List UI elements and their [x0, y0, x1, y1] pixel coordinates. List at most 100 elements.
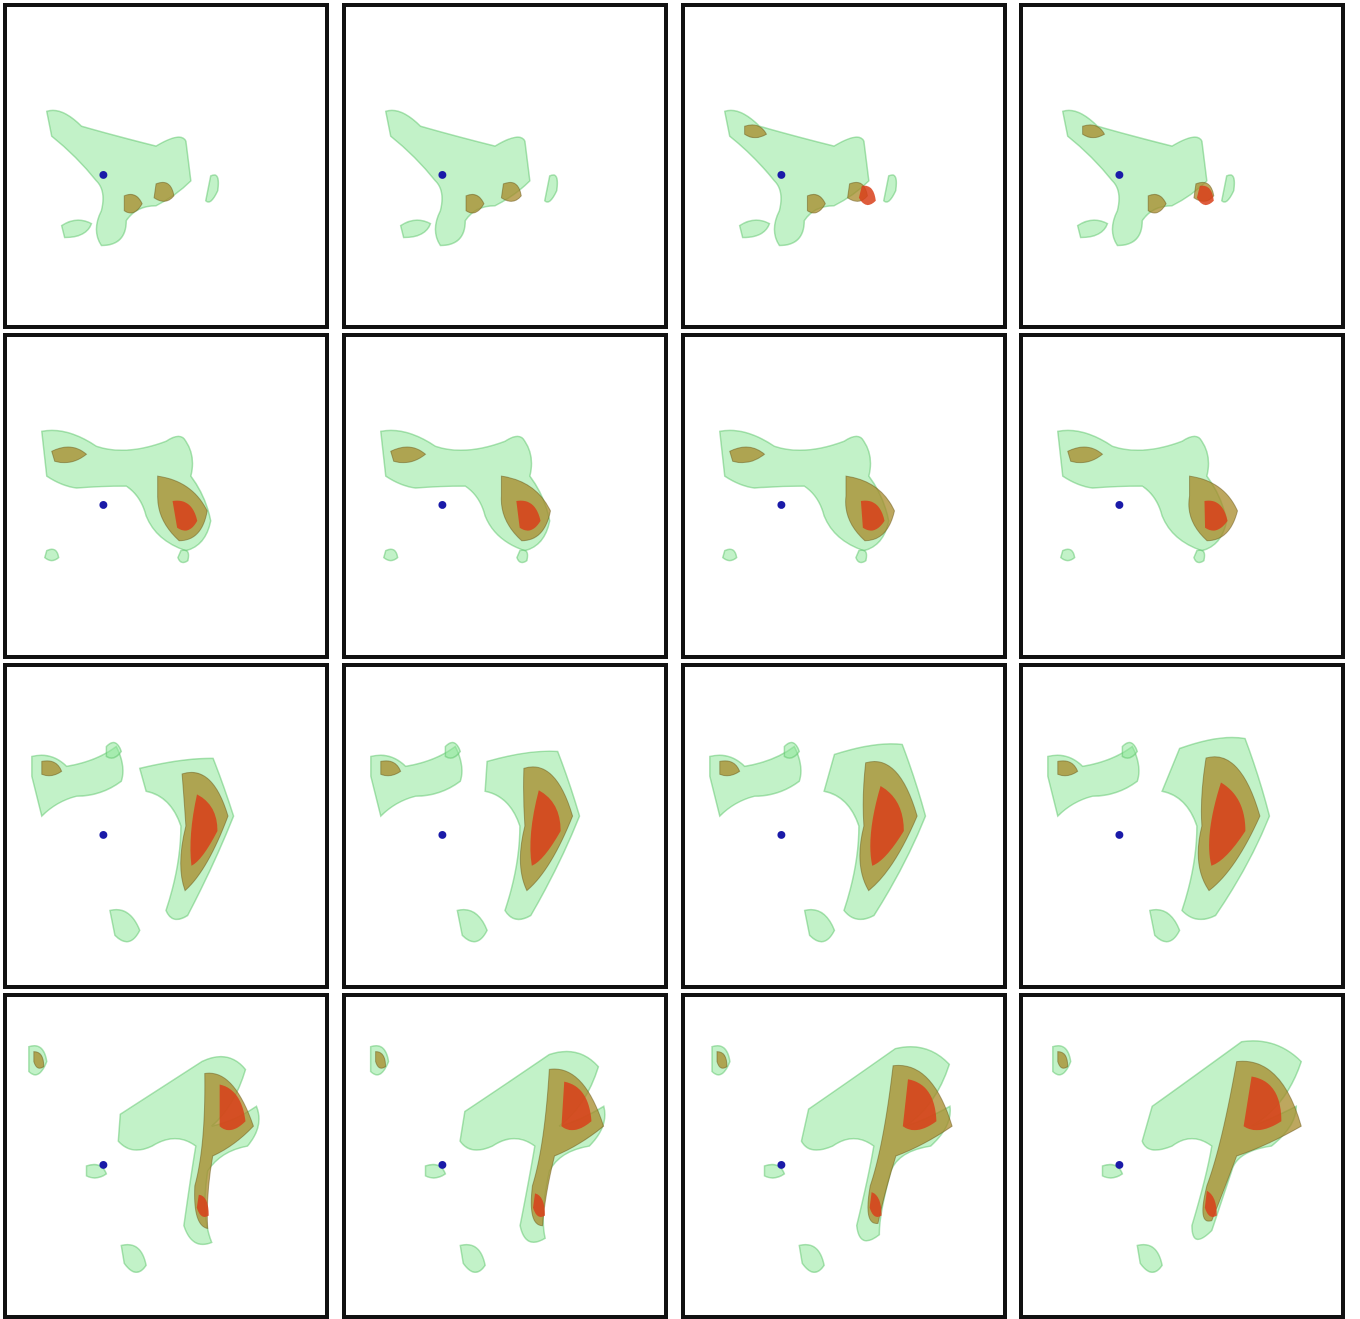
isosurface-render [1047, 736, 1271, 943]
reference-point-marker [438, 500, 447, 509]
inner-isosurface-region [516, 500, 541, 531]
mid-isosurface-region [123, 193, 143, 214]
outer-isosurface-region [721, 548, 738, 562]
mid-isosurface-region [1082, 124, 1106, 139]
outer-isosurface-region [1148, 908, 1181, 943]
mid-isosurface-region [1067, 446, 1104, 464]
outer-isosurface-region [1220, 174, 1236, 203]
inner-isosurface-region [860, 500, 885, 531]
inner-isosurface-region [1196, 185, 1214, 206]
inner-isosurface-region [858, 185, 876, 206]
reference-point-marker [438, 170, 447, 179]
isosurface-panel-5 [3, 333, 329, 659]
outer-isosurface-region [459, 1243, 486, 1274]
inner-isosurface-region [172, 500, 198, 531]
isosurface-render [723, 109, 898, 247]
isosurface-render [369, 1045, 606, 1274]
inner-isosurface-region [530, 790, 561, 866]
outer-isosurface-region [382, 548, 399, 562]
isosurface-panel-6 [342, 333, 668, 659]
outer-isosurface-region [117, 1055, 260, 1246]
isosurface-panel-10 [342, 663, 668, 989]
outer-isosurface-region [444, 741, 462, 759]
outer-isosurface-region [1136, 1243, 1163, 1274]
reference-point-marker [1115, 170, 1124, 179]
inner-isosurface-region [533, 1193, 545, 1218]
reference-point-marker [1115, 500, 1124, 509]
reference-point-marker [777, 500, 786, 509]
isosurface-panel-4 [1019, 3, 1345, 329]
outer-isosurface-region [120, 1243, 147, 1274]
reference-point-marker [99, 500, 108, 509]
isosurface-render [1052, 1040, 1303, 1274]
isosurface-panel-2 [342, 3, 668, 329]
isosurface-panel-13 [3, 993, 329, 1319]
reference-point-marker [777, 830, 786, 839]
inner-isosurface-region [1243, 1076, 1282, 1131]
isosurface-render [40, 429, 212, 564]
mid-isosurface-region [716, 1051, 728, 1069]
isosurface-render [711, 1045, 953, 1274]
inner-isosurface-region [1204, 1190, 1217, 1218]
outer-isosurface-region [798, 1243, 825, 1274]
outer-isosurface-region [855, 549, 868, 564]
mid-isosurface-region [500, 181, 522, 202]
outer-isosurface-region [803, 908, 836, 943]
outer-isosurface-region [516, 549, 529, 564]
reference-point-marker [438, 830, 447, 839]
mid-isosurface-region [1147, 193, 1167, 214]
outer-isosurface-region [543, 174, 559, 203]
isosurface-panel-3 [681, 3, 1007, 329]
inner-isosurface-region [219, 1084, 246, 1131]
isosurface-panel-9 [3, 663, 329, 989]
outer-isosurface-region [45, 109, 192, 247]
inner-isosurface-region [561, 1081, 592, 1131]
outer-isosurface-region [109, 908, 141, 943]
inner-isosurface-region [196, 1194, 209, 1218]
reference-point-marker [777, 170, 786, 179]
outer-isosurface-region [1121, 741, 1139, 759]
mid-isosurface-region [729, 446, 766, 464]
isosurface-render [31, 741, 235, 943]
isosurface-render [45, 109, 220, 247]
mid-isosurface-region [1057, 760, 1079, 777]
outer-isosurface-region [177, 549, 190, 564]
inner-isosurface-region [869, 1192, 882, 1218]
mid-isosurface-region [1057, 1051, 1069, 1069]
mid-isosurface-region [375, 1051, 387, 1069]
isosurface-panel-7 [681, 333, 1007, 659]
isosurface-panel-1 [3, 3, 329, 329]
inner-isosurface-region [902, 1079, 937, 1131]
isosurface-render [379, 429, 551, 564]
isosurface-panel-11 [681, 663, 1007, 989]
inner-isosurface-region [1209, 782, 1246, 866]
isosurface-render [384, 109, 559, 247]
inner-isosurface-region [190, 794, 218, 866]
outer-isosurface-region [1059, 548, 1076, 562]
isosurface-panel-16 [1019, 993, 1345, 1319]
mid-isosurface-region [465, 193, 485, 214]
mid-isosurface-region [33, 1051, 45, 1069]
outer-isosurface-region [204, 174, 220, 203]
mid-isosurface-region [719, 760, 741, 777]
outer-isosurface-region [1076, 219, 1109, 239]
outer-isosurface-region [738, 219, 771, 239]
outer-isosurface-region [882, 174, 898, 203]
outer-isosurface-region [105, 741, 123, 759]
inner-isosurface-region [1204, 500, 1228, 531]
mid-isosurface-region [41, 760, 63, 777]
outer-isosurface-region [43, 548, 60, 562]
reference-point-marker [1115, 1160, 1124, 1169]
isosurface-panel-14 [342, 993, 668, 1319]
reference-point-marker [99, 1160, 108, 1169]
outer-isosurface-region [60, 219, 93, 239]
outer-isosurface-region [1193, 549, 1206, 564]
outer-isosurface-region [783, 741, 801, 759]
isosurface-panel-15 [681, 993, 1007, 1319]
reference-point-marker [777, 1160, 786, 1169]
isosurface-panel-12 [1019, 663, 1345, 989]
reference-point-marker [1115, 830, 1124, 839]
mid-isosurface-region [390, 446, 427, 464]
mid-isosurface-region [806, 193, 826, 214]
